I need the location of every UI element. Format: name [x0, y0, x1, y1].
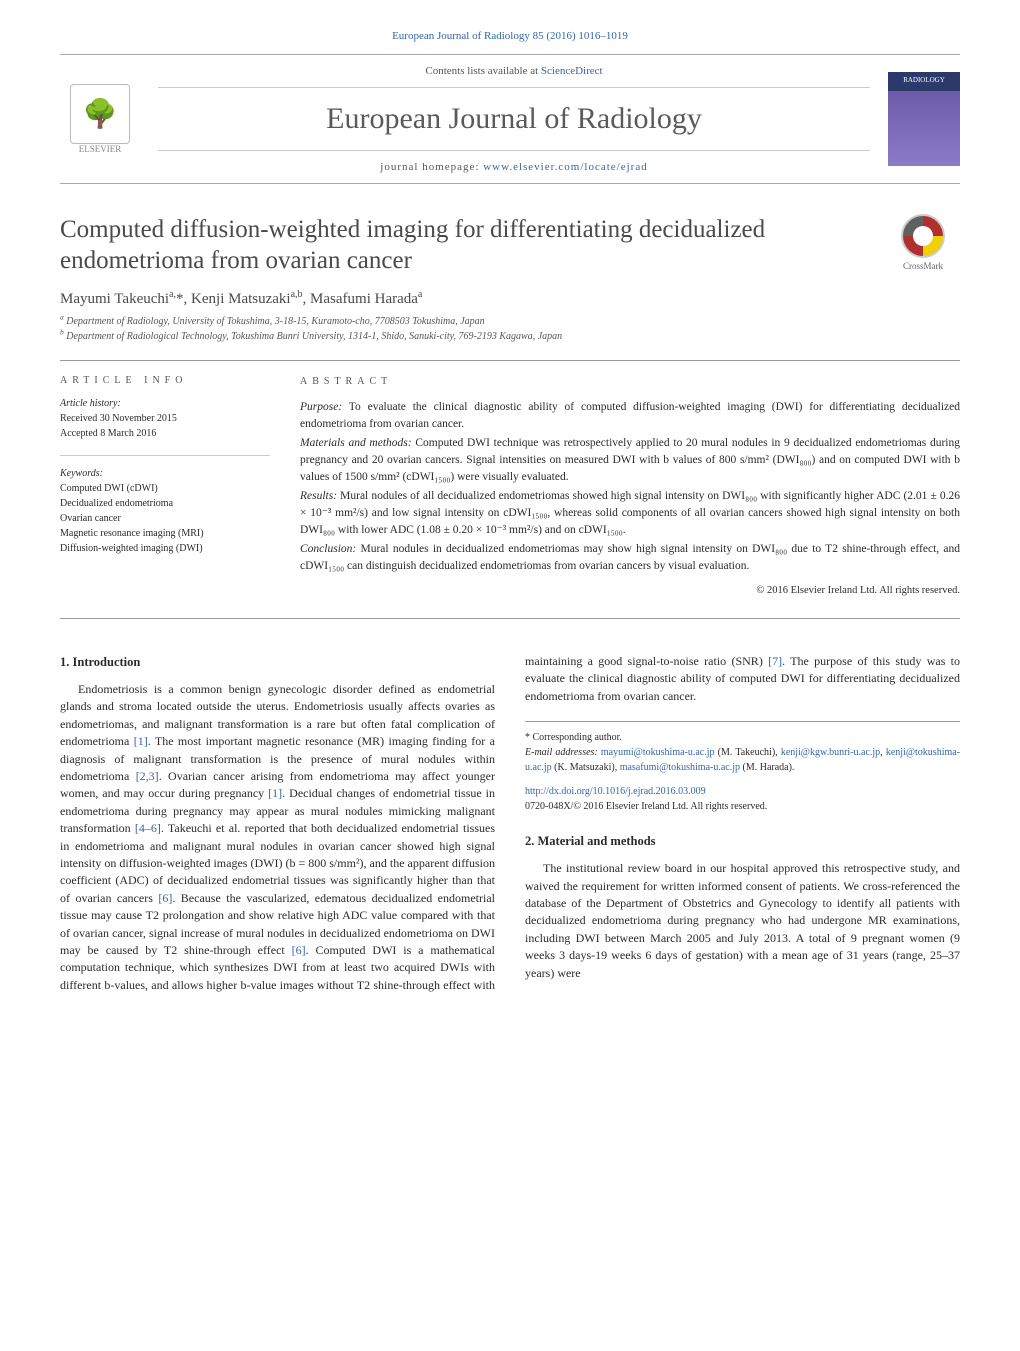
- keywords-block: Keywords: Computed DWI (cDWI) Decidualiz…: [60, 466, 270, 556]
- article-info-column: article info Article history: Received 3…: [60, 375, 270, 598]
- affiliation-a: a Department of Radiology, University of…: [60, 314, 960, 329]
- elsevier-logo: 🌳 ELSEVIER: [60, 74, 140, 164]
- authors: Mayumi Takeuchia,*, Kenji Matsuzakia,b, …: [60, 291, 960, 308]
- accepted-date: Accepted 8 March 2016: [60, 426, 270, 441]
- masthead-center: Contents lists available at ScienceDirec…: [158, 65, 870, 173]
- article-history-block: Article history: Received 30 November 20…: [60, 396, 270, 441]
- received-date: Received 30 November 2015: [60, 411, 270, 426]
- divider-bottom: [60, 618, 960, 619]
- crossmark-icon: [901, 214, 945, 258]
- abstract-copyright: © 2016 Elsevier Ireland Ltd. All rights …: [300, 583, 960, 598]
- body-columns: 1. Introduction Endometriosis is a commo…: [60, 653, 960, 994]
- homepage-line: journal homepage: www.elsevier.com/locat…: [158, 150, 870, 173]
- keywords-label: Keywords:: [60, 466, 270, 481]
- section-2-heading: 2. Material and methods: [525, 832, 960, 850]
- ref-link[interactable]: [6]: [292, 943, 306, 957]
- keyword: Decidualized endometrioma: [60, 496, 270, 511]
- homepage-link[interactable]: www.elsevier.com/locate/ejrad: [483, 161, 648, 173]
- contents-prefix: Contents lists available at: [425, 65, 540, 77]
- email-link[interactable]: masafumi@tokushima-u.ac.jp: [620, 762, 740, 773]
- header-citation: European Journal of Radiology 85 (2016) …: [60, 30, 960, 42]
- keyword: Diffusion-weighted imaging (DWI): [60, 541, 270, 556]
- journal-name: European Journal of Radiology: [158, 102, 870, 136]
- doi-block: http://dx.doi.org/10.1016/j.ejrad.2016.0…: [525, 785, 960, 814]
- methods-paragraph: The institutional review board in our ho…: [525, 860, 960, 982]
- info-abstract-row: article info Article history: Received 3…: [60, 375, 960, 598]
- article-info-heading: article info: [60, 375, 270, 386]
- divider-top: [60, 360, 960, 361]
- issn-copyright: 0720-048X/© 2016 Elsevier Ireland Ltd. A…: [525, 801, 767, 812]
- ref-link[interactable]: [2,3]: [136, 769, 159, 783]
- title-row: Computed diffusion-weighted imaging for …: [60, 214, 960, 277]
- affiliations: a Department of Radiology, University of…: [60, 314, 960, 344]
- abstract-heading: abstract: [300, 375, 960, 390]
- ref-link[interactable]: [7]: [768, 654, 782, 668]
- abstract-results: Results: Mural nodules of all decidualiz…: [300, 488, 960, 538]
- crossmark-badge[interactable]: CrossMark: [886, 214, 960, 271]
- sciencedirect-link[interactable]: ScienceDirect: [541, 65, 603, 77]
- email-link[interactable]: kenji@kgw.bunri-u.ac.jp: [781, 747, 880, 758]
- article-title: Computed diffusion-weighted imaging for …: [60, 214, 866, 277]
- masthead: 🌳 ELSEVIER Contents lists available at S…: [60, 54, 960, 184]
- email-addresses: E-mail addresses: mayumi@tokushima-u.ac.…: [525, 745, 960, 775]
- journal-cover-thumbnail: RADIOLOGY: [888, 72, 960, 166]
- email-link[interactable]: mayumi@tokushima-u.ac.jp: [601, 747, 715, 758]
- abstract-column: abstract Purpose: To evaluate the clinic…: [300, 375, 960, 598]
- info-divider: [60, 455, 270, 456]
- abstract-methods: Materials and methods: Computed DWI tech…: [300, 435, 960, 485]
- keyword: Magnetic resonance imaging (MRI): [60, 526, 270, 541]
- affiliation-b: b Department of Radiological Technology,…: [60, 329, 960, 344]
- contents-line: Contents lists available at ScienceDirec…: [158, 65, 870, 88]
- abstract-purpose: Purpose: To evaluate the clinical diagno…: [300, 399, 960, 432]
- homepage-prefix: journal homepage:: [380, 161, 483, 173]
- crossmark-label: CrossMark: [903, 261, 943, 271]
- corresponding-author-footer: * Corresponding author. E-mail addresses…: [525, 721, 960, 775]
- cover-label: RADIOLOGY: [903, 76, 945, 84]
- ref-link[interactable]: [6]: [158, 891, 172, 905]
- doi-link[interactable]: http://dx.doi.org/10.1016/j.ejrad.2016.0…: [525, 786, 706, 797]
- keyword: Ovarian cancer: [60, 511, 270, 526]
- corresponding-note: * Corresponding author.: [525, 730, 960, 745]
- keyword: Computed DWI (cDWI): [60, 481, 270, 496]
- elsevier-label: ELSEVIER: [79, 144, 122, 154]
- elsevier-tree-icon: 🌳: [70, 84, 130, 144]
- abstract-conclusion: Conclusion: Mural nodules in decidualize…: [300, 541, 960, 574]
- ref-link[interactable]: [1]: [134, 734, 148, 748]
- ref-link[interactable]: [1]: [268, 786, 282, 800]
- section-1-heading: 1. Introduction: [60, 653, 495, 671]
- ref-link[interactable]: [4–6]: [135, 821, 161, 835]
- history-label: Article history:: [60, 396, 270, 411]
